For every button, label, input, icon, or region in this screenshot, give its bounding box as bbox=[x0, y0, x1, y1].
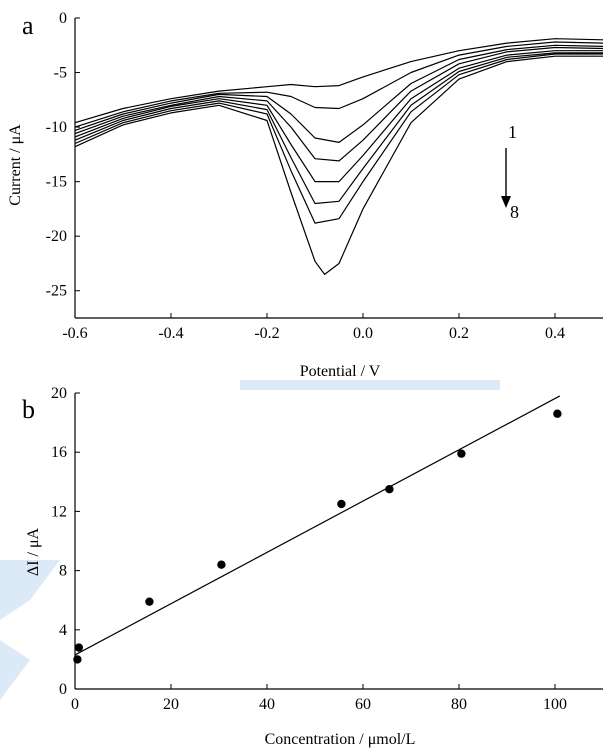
cv-curve-1 bbox=[74, 38, 603, 124]
x-tick-label: 20 bbox=[163, 696, 179, 713]
panel-a-cv-chart: a -0.6 -0.4 -0.2 0.0 0.2 0.4 0 -5 -10 -15 -20 -25 1… bbox=[7, 10, 603, 380]
cv-curve-5 bbox=[74, 50, 603, 183]
panel-a-axes: -0.6 -0.4 -0.2 0.0 0.2 0.4 0 -5 -10 -15 -20 -25 bbox=[46, 10, 603, 342]
data-point bbox=[385, 485, 394, 494]
background-decoration bbox=[0, 380, 500, 700]
panel-a-series-group bbox=[74, 38, 603, 275]
y-tick-label: 0 bbox=[59, 10, 67, 27]
y-tick-label: 4 bbox=[59, 622, 67, 639]
arrow-end-label: 8 bbox=[510, 202, 519, 222]
cv-curve-3 bbox=[74, 44, 603, 143]
cv-curve-6 bbox=[74, 52, 603, 205]
y-tick-label: -20 bbox=[46, 228, 67, 245]
panel-b-y-axis-label: ΔI / μA bbox=[25, 527, 42, 576]
cv-curve-8 bbox=[74, 55, 603, 275]
x-tick-label: 0.4 bbox=[545, 325, 565, 342]
panel-a-arrow-annotation: 1 8 bbox=[501, 122, 519, 222]
data-point bbox=[217, 560, 226, 569]
data-point bbox=[145, 597, 154, 606]
y-tick-label: 0 bbox=[59, 681, 67, 698]
x-tick-label: 80 bbox=[451, 696, 467, 713]
x-tick-label: 0.0 bbox=[353, 325, 373, 342]
panel-b-calibration-chart: b 0 20 40 60 80 100 0 4 8 12 16 20 Concentration / … bbox=[22, 385, 603, 748]
panel-a-x-axis-label: Potential / V bbox=[300, 363, 381, 380]
y-tick-label: -10 bbox=[46, 119, 67, 136]
panel-a-label: a bbox=[22, 11, 34, 40]
panel-b-axes: 0 20 40 60 80 100 0 4 8 12 16 20 bbox=[51, 385, 603, 713]
data-point bbox=[74, 643, 84, 652]
data-point bbox=[553, 409, 562, 418]
arrow-start-label: 1 bbox=[508, 122, 517, 142]
x-tick-label: 60 bbox=[355, 696, 371, 713]
y-tick-label: -25 bbox=[46, 283, 67, 300]
fit-line bbox=[74, 395, 561, 656]
x-tick-label: 0 bbox=[71, 696, 79, 713]
y-tick-label: -15 bbox=[46, 174, 67, 191]
y-tick-label: -5 bbox=[54, 65, 67, 82]
cv-curve-7 bbox=[74, 53, 603, 224]
panel-b-fit-group bbox=[74, 395, 561, 656]
y-tick-label: 20 bbox=[51, 385, 67, 402]
panel-b-label: b bbox=[22, 395, 35, 424]
panel-b-points-group bbox=[73, 409, 562, 664]
y-tick-label: 12 bbox=[51, 503, 67, 520]
panel-b-x-axis-label: Concentration / μmol/L bbox=[265, 731, 416, 748]
x-tick-label: -0.2 bbox=[254, 325, 279, 342]
data-point bbox=[337, 499, 346, 509]
y-tick-label: 8 bbox=[59, 563, 67, 580]
x-tick-label: 0.2 bbox=[449, 325, 469, 342]
x-tick-label: 40 bbox=[259, 696, 275, 713]
x-tick-label: 100 bbox=[543, 696, 567, 713]
y-tick-label: 16 bbox=[51, 444, 67, 461]
data-point bbox=[457, 449, 466, 458]
cv-curve-4 bbox=[74, 46, 603, 162]
data-point bbox=[73, 655, 82, 664]
x-tick-label: -0.4 bbox=[158, 325, 183, 342]
x-tick-label: -0.6 bbox=[62, 325, 87, 342]
cv-curve-2 bbox=[74, 41, 603, 128]
panel-a-y-axis-label: Current / μA bbox=[7, 124, 24, 206]
